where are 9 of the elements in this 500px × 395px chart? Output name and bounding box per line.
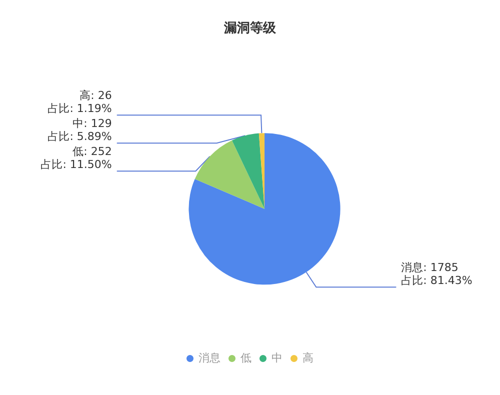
data-label: 中: 129 占比: 5.89% xyxy=(48,117,112,144)
legend-label: 高 xyxy=(302,352,314,364)
data-label: 高: 26 占比: 1.19% xyxy=(48,89,112,116)
legend-label: 中 xyxy=(272,352,282,364)
legend-label: 低 xyxy=(240,352,252,364)
legend-label: 消息 xyxy=(198,352,220,364)
data-label: 消息: 1785 占比: 81.43% xyxy=(401,261,472,288)
data-label: 低: 252 占比: 11.50% xyxy=(40,145,112,172)
chart-title: 漏洞等级 xyxy=(223,20,277,35)
